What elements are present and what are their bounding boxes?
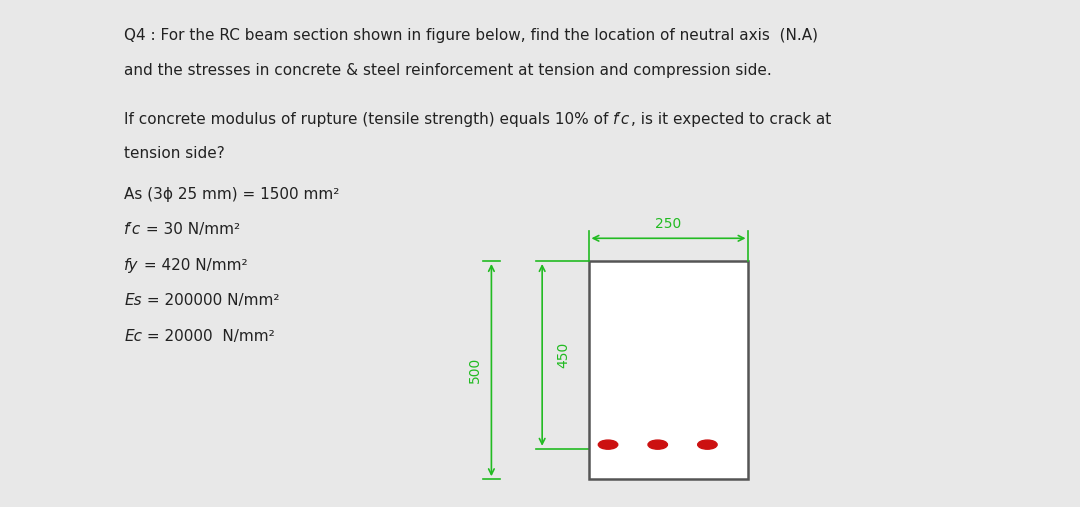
Text: = 420 N/mm²: = 420 N/mm² [138,258,247,273]
Text: Ec: Ec [124,329,143,344]
Text: f′c: f′c [124,222,141,237]
Circle shape [598,440,618,449]
Text: , is it expected to crack at: , is it expected to crack at [631,112,831,127]
Text: tension side?: tension side? [124,146,225,161]
Text: f′c: f′c [613,112,631,127]
Text: = 30 N/mm²: = 30 N/mm² [141,222,241,237]
Text: Q4 : For the RC beam section shown in figure below, find the location of neutral: Q4 : For the RC beam section shown in fi… [124,28,819,43]
Text: As (3ϕ 25 mm) = 1500 mm²: As (3ϕ 25 mm) = 1500 mm² [124,187,339,202]
Text: and the stresses in concrete & steel reinforcement at tension and compression si: and the stresses in concrete & steel rei… [124,63,772,79]
Circle shape [648,440,667,449]
Text: fy: fy [124,258,138,273]
Text: 450: 450 [556,342,570,368]
Bar [589,261,748,479]
Text: Es: Es [124,293,141,308]
Text: = 20000  N/mm²: = 20000 N/mm² [143,329,275,344]
Text: 250: 250 [656,216,681,231]
Text: = 200000 N/mm²: = 200000 N/mm² [141,293,280,308]
Circle shape [698,440,717,449]
Text: If concrete modulus of rupture (tensile strength) equals 10% of: If concrete modulus of rupture (tensile … [124,112,613,127]
Text: 500: 500 [469,357,482,383]
